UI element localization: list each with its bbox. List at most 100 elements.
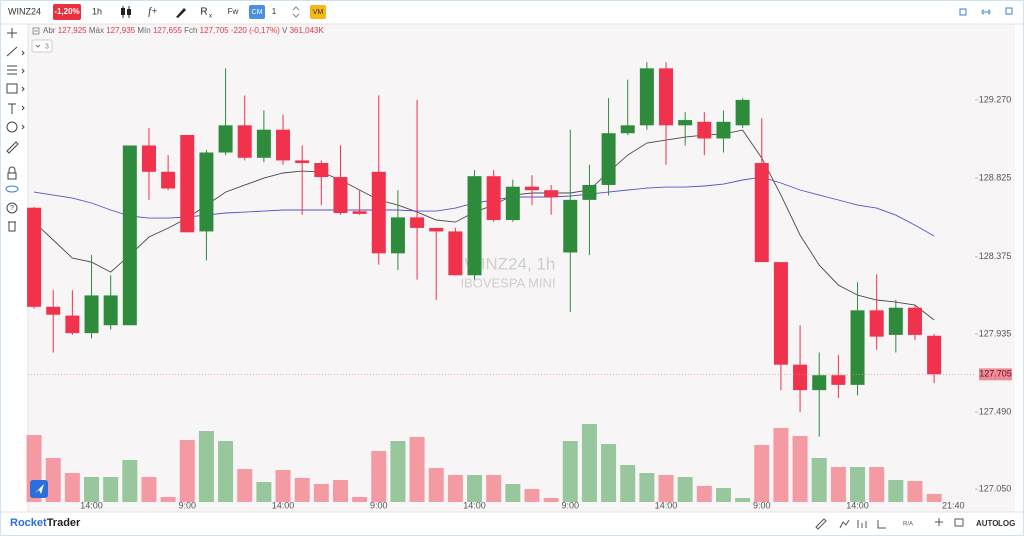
x-tick-label: 14:00 <box>463 500 486 510</box>
volume-bar <box>792 436 808 502</box>
axis-icon[interactable] <box>877 520 886 529</box>
volume-bar <box>218 441 234 502</box>
candle-body <box>563 199 578 253</box>
indicator-chip[interactable] <box>31 39 53 53</box>
candle-body <box>735 99 750 126</box>
volume-bar <box>773 428 789 502</box>
x-tick-label: 9:00 <box>179 500 197 510</box>
candle-body <box>371 171 386 254</box>
log-button[interactable]: LOG <box>998 519 1015 528</box>
candle-body <box>524 186 539 191</box>
candle-body <box>27 207 42 307</box>
y-tick-label: 127.490 <box>979 406 1012 416</box>
chart-icon[interactable] <box>839 519 850 529</box>
layout-icon[interactable] <box>954 518 964 527</box>
candle-body <box>448 231 463 276</box>
indicators-button[interactable]: f+ <box>148 6 158 17</box>
link-button[interactable] <box>981 9 991 15</box>
volume-bar <box>543 498 559 502</box>
candle-body <box>467 176 482 276</box>
candle-body <box>639 68 654 126</box>
chip-chevron <box>35 44 41 48</box>
window-button[interactable] <box>959 8 967 16</box>
cm-count[interactable]: 1 <box>272 7 277 16</box>
volume-bar <box>409 437 425 502</box>
watermark: WINZ24, 1h IBOVESPA MINI <box>460 254 555 290</box>
volume-bar <box>696 486 712 502</box>
rx-button[interactable]: R <box>200 7 207 18</box>
legend-collapse[interactable] <box>32 27 40 35</box>
x-tick-label: 9:00 <box>370 500 388 510</box>
volume-bar <box>850 467 866 502</box>
text-tool[interactable] <box>8 103 16 114</box>
candle-body <box>256 129 271 158</box>
x-tick-label: 9:00 <box>753 500 771 510</box>
x-tick-label: 14:00 <box>846 500 869 510</box>
vm-badge[interactable] <box>310 5 326 19</box>
legend-value: 127,655 <box>153 26 182 35</box>
symbol[interactable]: WINZ24 <box>8 6 41 16</box>
top-toolbar: WINZ24 -1,20% 1h f+ R x Fw CM 1 VM <box>8 4 1013 20</box>
line-tool[interactable] <box>6 46 18 57</box>
volume-bar <box>141 477 157 502</box>
ra-button[interactable]: R/A <box>903 522 913 528</box>
candle-body <box>65 315 80 334</box>
rx-sub: x <box>209 14 212 20</box>
candle-body <box>716 121 731 139</box>
candle-body <box>237 125 252 158</box>
candle-body <box>907 307 922 335</box>
cm-badge[interactable] <box>249 5 265 19</box>
volume-bar <box>84 477 100 502</box>
help-tool[interactable] <box>6 202 18 214</box>
candle-body <box>812 375 827 391</box>
shape-tool[interactable] <box>6 83 18 94</box>
footer: RocketTrader R/A AUTO LOG <box>10 517 1015 530</box>
volume-bar <box>45 458 61 502</box>
ruler-icon[interactable] <box>815 518 827 530</box>
ruler-tool[interactable] <box>6 141 19 154</box>
candle-type-button[interactable] <box>121 6 131 18</box>
volume-bar <box>620 465 636 502</box>
fw-button[interactable]: Fw <box>228 7 239 16</box>
bars-icon[interactable] <box>857 520 867 528</box>
volume-bar <box>122 460 138 502</box>
volume-bar <box>562 441 578 502</box>
draw-button[interactable] <box>176 8 186 18</box>
volume-bar <box>677 477 693 502</box>
y-tick-label: 127.935 <box>979 328 1012 338</box>
candle-body <box>84 295 99 334</box>
crosshair-tool[interactable] <box>7 28 17 38</box>
visibility-tool[interactable] <box>5 185 19 193</box>
spinner[interactable] <box>292 6 300 18</box>
candle-body <box>697 121 712 139</box>
candle-body <box>161 171 176 189</box>
delete-tool[interactable] <box>8 221 16 232</box>
candle-body <box>295 160 310 164</box>
candle-body <box>390 217 405 254</box>
legend-label: Mín <box>137 26 150 35</box>
volume-bar <box>926 493 942 502</box>
y-tick-label: 127.050 <box>979 484 1012 494</box>
interval[interactable]: 1h <box>92 6 102 16</box>
volume-bar <box>581 424 597 502</box>
expand-button[interactable] <box>1005 7 1013 15</box>
volume-bar <box>103 477 119 502</box>
volume-bar <box>601 444 617 502</box>
x-tick-label: 9:00 <box>562 500 580 510</box>
lock-tool[interactable] <box>7 172 17 180</box>
volume-bar <box>869 467 885 502</box>
lock-shackle <box>8 166 16 173</box>
candle-body <box>410 217 425 228</box>
y-tick-label: 128.825 <box>979 172 1012 182</box>
x-tick-label: 14:00 <box>655 500 678 510</box>
fib-tool[interactable] <box>7 65 17 75</box>
legend-label: Abr <box>43 26 56 35</box>
auto-button[interactable]: AUTO <box>976 519 999 528</box>
emoji-tool[interactable] <box>6 121 18 133</box>
vm: VM <box>313 9 324 16</box>
volume-bar <box>811 458 827 502</box>
settings-icon[interactable] <box>935 518 943 526</box>
y-tick-label: 128.375 <box>979 251 1012 261</box>
candle-body <box>582 184 597 200</box>
